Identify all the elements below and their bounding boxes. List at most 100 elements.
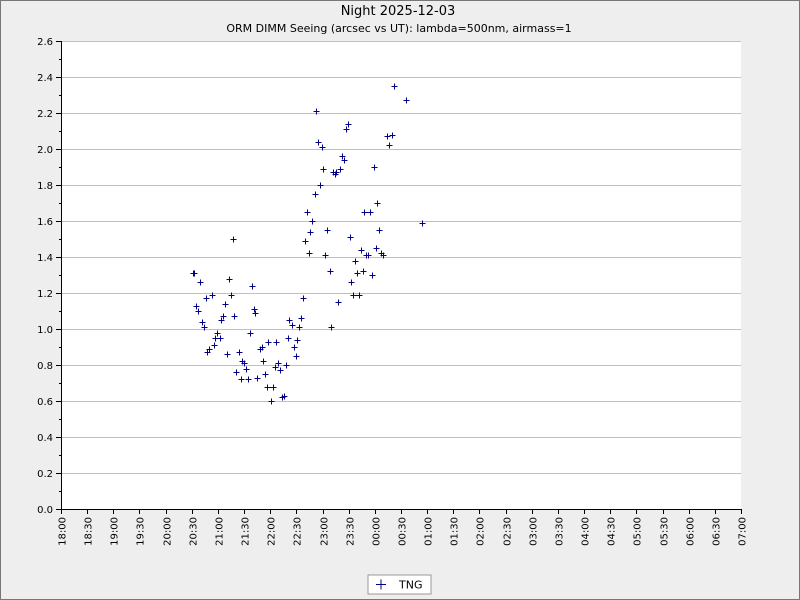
data-point: [291, 344, 298, 351]
data-point: [268, 398, 275, 405]
data-points: [190, 83, 426, 405]
x-tick-label: 19:00: [110, 517, 121, 546]
data-point: [350, 292, 357, 299]
x-axis-ticks: 18:00 18:30 19:00 19:30 20:00 20:30 21:00 21:30…: [58, 509, 749, 546]
x-tick-label: 03:30: [555, 517, 566, 546]
x-tick-label: 23:30: [346, 517, 357, 546]
data-point: [313, 108, 320, 115]
data-point: [195, 308, 202, 315]
grid-lines: [61, 41, 741, 474]
data-point: [220, 313, 227, 320]
x-tick-label: 18:30: [84, 517, 95, 546]
data-point: [197, 279, 204, 286]
data-point: [337, 166, 344, 173]
y-tick-label: 2.4: [37, 73, 53, 84]
x-tick-label: 02:00: [476, 517, 487, 546]
data-point: [206, 346, 213, 353]
y-tick-label: 0.2: [37, 469, 53, 480]
x-tick-label: 05:30: [660, 517, 671, 546]
data-point: [203, 295, 210, 302]
y-axis-ticks: 0.0 0.2 0.4 0.6 0.8 1.0 1.2 1.4 1.6 1.8 2.0 2.2 2.4 2…: [37, 37, 61, 516]
x-tick-label: 23:00: [320, 517, 331, 546]
y-tick-label: 1.4: [37, 253, 53, 264]
data-point: [367, 209, 374, 216]
data-point: [201, 324, 208, 331]
data-point: [260, 358, 267, 365]
data-point: [238, 376, 245, 383]
data-point: [233, 369, 240, 376]
data-point: [251, 306, 258, 313]
x-tick-label: 01:30: [450, 517, 461, 546]
data-point: [209, 292, 216, 299]
data-point: [347, 234, 354, 241]
x-tick-label: 05:00: [633, 517, 644, 546]
data-point: [265, 339, 272, 346]
x-tick-label: 22:00: [267, 517, 278, 546]
data-point: [254, 375, 261, 382]
data-point: [376, 227, 383, 234]
x-tick-label: 04:00: [581, 517, 592, 546]
data-point: [193, 303, 200, 310]
data-point: [348, 279, 355, 286]
y-tick-label: 0.0: [37, 505, 53, 516]
data-point: [307, 229, 314, 236]
data-point: [304, 209, 311, 216]
x-tick-label: 00:00: [372, 517, 383, 546]
data-point: [245, 376, 252, 383]
chart-subtitle: ORM DIMM Seeing (arcsec vs UT): lambda=5…: [226, 22, 571, 35]
data-point: [315, 139, 322, 146]
data-point: [386, 142, 393, 149]
x-tick-label: 06:30: [712, 517, 723, 546]
y-tick-label: 0.8: [37, 361, 53, 372]
data-point: [228, 292, 235, 299]
data-point: [354, 270, 361, 277]
x-tick-label: 07:00: [738, 517, 749, 546]
data-point: [293, 353, 300, 360]
data-point: [218, 317, 225, 324]
x-tick-label: 22:30: [293, 517, 304, 546]
data-point: [259, 344, 266, 351]
data-point: [211, 342, 218, 349]
legend: TNG: [367, 574, 432, 595]
data-point: [369, 272, 376, 279]
data-point: [339, 153, 346, 160]
data-point: [294, 337, 301, 344]
data-point: [317, 182, 324, 189]
data-point: [327, 268, 334, 275]
y-tick-label: 2.6: [37, 37, 53, 48]
data-point: [302, 238, 309, 245]
legend-label-tng: TNG: [398, 579, 422, 592]
y-tick-label: 2.2: [37, 109, 53, 120]
data-point: [262, 371, 269, 378]
data-point: [298, 315, 305, 322]
data-point: [224, 351, 231, 358]
y-tick-label: 1.6: [37, 217, 53, 228]
data-point: [289, 322, 296, 329]
data-point: [275, 360, 282, 367]
data-point: [335, 299, 342, 306]
data-point: [361, 209, 368, 216]
data-point: [309, 218, 316, 225]
x-tick-label: 04:30: [607, 517, 618, 546]
y-tick-label: 1.0: [37, 325, 53, 336]
data-point: [389, 132, 396, 139]
data-point: [243, 366, 250, 373]
data-point: [391, 83, 398, 90]
y-tick-label: 0.4: [37, 433, 53, 444]
data-point: [272, 364, 279, 371]
data-point: [236, 349, 243, 356]
x-tick-label: 21:00: [215, 517, 226, 546]
x-tick-label: 03:00: [529, 517, 540, 546]
data-point: [320, 166, 327, 173]
plot-area: [61, 41, 741, 509]
data-point: [324, 227, 331, 234]
data-point: [374, 200, 381, 207]
data-point: [199, 319, 206, 326]
data-point: [373, 245, 380, 252]
x-tick-label: 02:30: [503, 517, 514, 546]
data-point: [306, 250, 313, 257]
x-tick-label: 20:00: [163, 517, 174, 546]
y-tick-label: 1.2: [37, 289, 53, 300]
data-point: [360, 268, 367, 275]
